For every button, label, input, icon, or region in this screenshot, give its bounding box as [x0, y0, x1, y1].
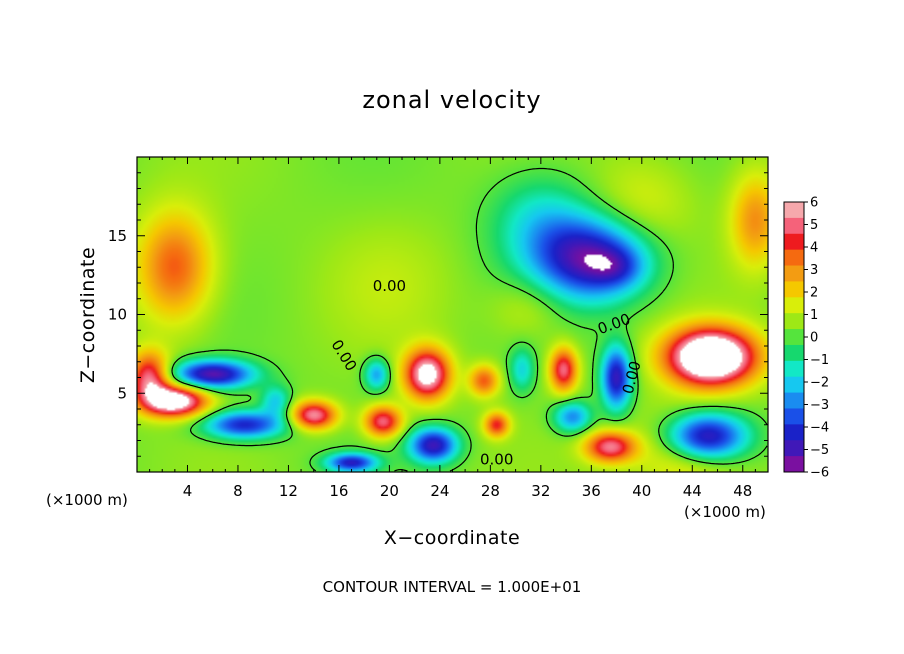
- y-tick-label: 10: [108, 306, 127, 324]
- colorbar-swatch: [784, 217, 804, 235]
- contour-label: 0.00: [373, 277, 406, 295]
- colorbar-swatch: [784, 344, 804, 362]
- colorbar-tick-label: −1: [810, 353, 829, 368]
- colorbar-tick-label: −6: [810, 466, 829, 481]
- colorbar-swatch: [784, 329, 804, 346]
- x-unit-note: (×1000 m): [684, 503, 766, 521]
- colorbar-swatch: [784, 376, 804, 394]
- colorbar-tick-label: −5: [810, 443, 829, 458]
- colorbar-swatch: [784, 233, 804, 251]
- x-tick-label: 32: [531, 482, 550, 500]
- contour-label: 0.00: [480, 450, 513, 468]
- colorbar-tick-label: −4: [810, 421, 829, 436]
- x-tick-label: 48: [733, 482, 752, 500]
- colorbar-swatch: [784, 265, 804, 282]
- x-tick-label: 8: [233, 482, 243, 500]
- colorbar-tick-label: 6: [810, 196, 818, 211]
- colorbar-tick-label: −3: [810, 398, 829, 413]
- y-ticks: 5 10 15: [108, 172, 768, 457]
- y-unit-note: (×1000 m): [46, 491, 128, 509]
- x-tick-label: 24: [430, 482, 449, 500]
- colorbar-swatch: [784, 202, 804, 219]
- x-tick-label: 44: [683, 482, 702, 500]
- colorbar-tick-label: 5: [810, 218, 818, 233]
- x-tick-label: 28: [481, 482, 500, 500]
- colorbar-swatch: [784, 408, 804, 425]
- x-ticks: 4 8 12 16 20 24 28 32 36 40 44 48: [149, 157, 756, 500]
- colorbar-swatch: [784, 440, 804, 457]
- x-tick-label: 40: [632, 482, 651, 500]
- colorbar-swatch: [784, 360, 804, 378]
- colorbar-tick-label: −2: [810, 376, 829, 391]
- colorbar-tick-label: 4: [810, 241, 818, 256]
- x-tick-label: 12: [279, 482, 298, 500]
- colorbar-tick-label: 1: [810, 308, 818, 323]
- colorbar-tick-label: 2: [810, 286, 818, 301]
- x-axis-label: X−coordinate: [383, 527, 521, 549]
- colorbar-swatch: [784, 456, 804, 473]
- chart-title: zonal velocity: [362, 86, 542, 114]
- contour-interval-note: CONTOUR INTERVAL = 1.000E+01: [322, 578, 582, 596]
- heatmap-field: [137, 157, 768, 472]
- y-tick-label: 5: [117, 384, 127, 402]
- colorbar-swatch: [784, 249, 804, 267]
- contour-line: [171, 167, 768, 472]
- x-tick-label: 20: [380, 482, 399, 500]
- y-tick-label: 15: [108, 227, 127, 245]
- colorbar: 6 5 4 3 2 1 0 −1 −2 −3 −4 −5 −6: [783, 196, 829, 481]
- colorbar-tick-label: 3: [810, 263, 818, 278]
- colorbar-swatch: [784, 281, 804, 298]
- contour-label-text: 0.00: [373, 277, 406, 295]
- colorbar-swatch: [784, 313, 804, 330]
- colorbar-swatch: [784, 297, 804, 314]
- colorbar-swatch: [784, 392, 804, 409]
- colorbar-swatch: [784, 424, 804, 441]
- x-tick-label: 16: [329, 482, 348, 500]
- colorbar-tick-label: 0: [810, 331, 818, 346]
- x-tick-label: 4: [183, 482, 193, 500]
- contour-label-text: 0.00: [480, 450, 513, 468]
- x-tick-label: 36: [582, 482, 601, 500]
